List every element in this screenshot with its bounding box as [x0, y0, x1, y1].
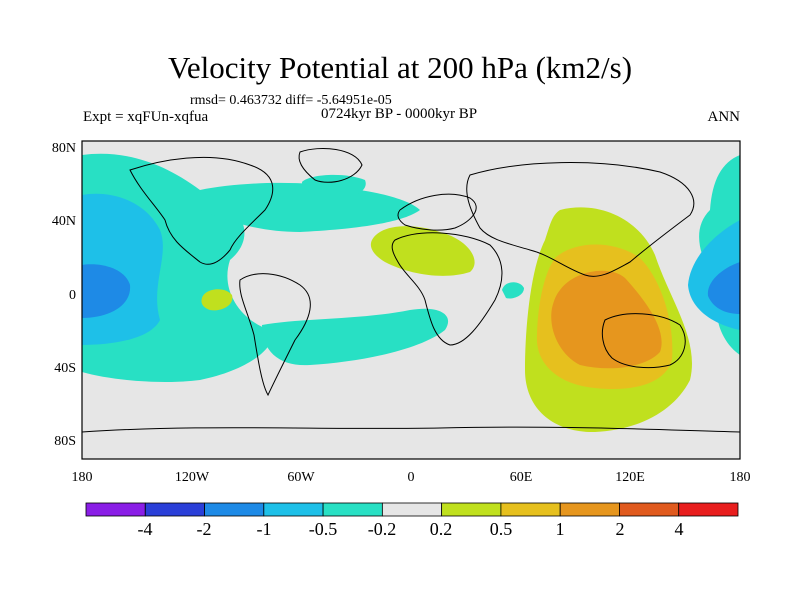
- colorbar-swatch: [85, 502, 146, 517]
- contour-lime-amazon: [201, 289, 233, 311]
- x-tick-180-right: 180: [729, 470, 751, 485]
- colorbar-label: -2: [196, 519, 212, 539]
- y-tick-80s: 80S: [54, 434, 76, 449]
- colorbar-label: -4: [137, 519, 153, 539]
- contour-lime-north-africa: [370, 226, 475, 276]
- coastline-greenland: [298, 147, 363, 183]
- x-tick-120e: 120E: [615, 470, 645, 485]
- colorbar-label: 2: [615, 519, 625, 539]
- colorbar-swatch: [559, 502, 620, 517]
- colorbar-label: -0.2: [367, 519, 397, 539]
- x-tick-60e: 60E: [509, 470, 533, 485]
- x-tick-120w: 120W: [174, 470, 210, 485]
- colorbar-label: 0.5: [489, 519, 513, 539]
- colorbar-label: 0.2: [429, 519, 453, 539]
- colorbar-swatch: [263, 502, 324, 517]
- colorbar-swatch: [204, 502, 265, 517]
- coastline-north-america: [129, 156, 274, 265]
- x-tick-180-left: 180: [71, 470, 93, 485]
- season-label: ANN: [707, 109, 741, 125]
- colorbar-swatch: [678, 502, 739, 517]
- coastline-asia: [466, 162, 695, 277]
- map-title: Velocity Potential at 200 hPa (km2/s): [167, 50, 633, 85]
- y-tick-40n: 40N: [51, 214, 76, 229]
- x-tick-60w: 60W: [287, 470, 315, 485]
- colorbar-label: -0.5: [308, 519, 338, 539]
- y-tick-80n: 80N: [51, 141, 76, 156]
- contour-light-cyan-south-atlantic: [262, 308, 449, 366]
- colorbar-swatch: [144, 502, 205, 517]
- contour-light-cyan-east-africa: [502, 282, 524, 299]
- coastline-south-america: [239, 273, 311, 397]
- coastline-europe: [397, 193, 477, 231]
- y-tick-0: 0: [69, 288, 76, 303]
- coastline-africa: [391, 232, 503, 346]
- contour-blue-pacific-west: [82, 264, 131, 318]
- colorbar-swatch: [441, 502, 502, 517]
- coastline-antarctica: [81, 426, 741, 433]
- colorbar-swatch: [381, 502, 443, 517]
- colorbar-label: 1: [555, 519, 565, 539]
- coastlines: [81, 147, 741, 433]
- contour-blue-pacific-east: [707, 262, 740, 314]
- colorbar-swatch: [500, 502, 561, 517]
- period-label: 0724kyr BP - 0000kyr BP: [321, 106, 478, 122]
- colorbar-swatch: [322, 502, 383, 517]
- colorbar-swatch: [619, 502, 680, 517]
- map-frame: [81, 140, 741, 460]
- experiment-label: Expt = xqFUn-xqfua: [83, 109, 209, 125]
- colorbar-label: 4: [674, 519, 684, 539]
- y-tick-40s: 40S: [54, 361, 76, 376]
- x-tick-0: 0: [407, 470, 415, 485]
- stats-label: rmsd= 0.463732 diff= -5.64951e-05: [190, 93, 392, 108]
- colorbar-label: -1: [256, 519, 272, 539]
- coastline-australia: [601, 313, 686, 369]
